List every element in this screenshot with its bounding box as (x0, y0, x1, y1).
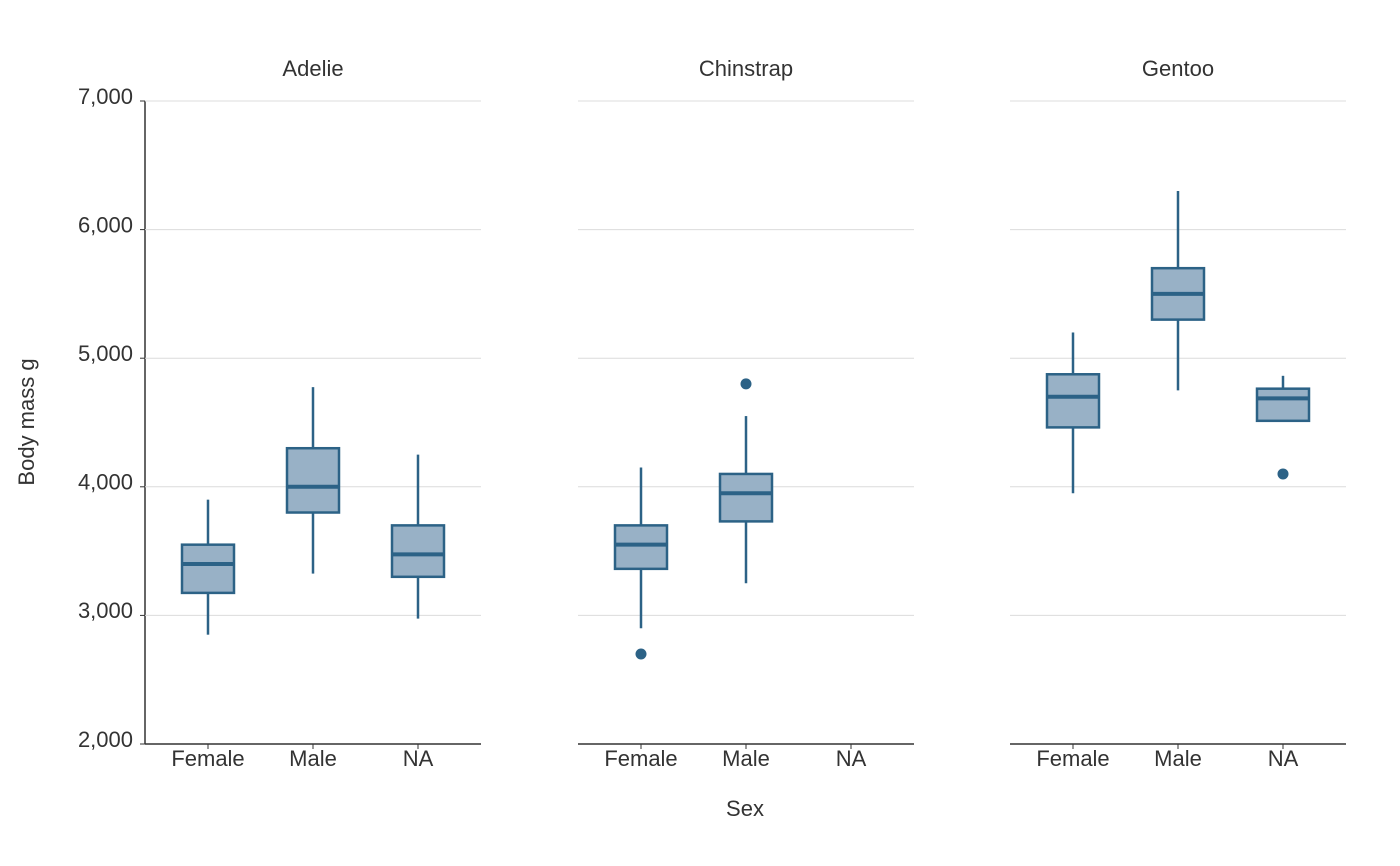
box (180, 543, 236, 595)
x-tick-label: Female (171, 746, 244, 771)
outlier (635, 648, 647, 660)
y-tick-label: 7,000 (78, 84, 133, 109)
x-tick-label: Male (722, 746, 770, 771)
x-axis-label: Sex (726, 796, 764, 821)
x-tick-label: Male (289, 746, 337, 771)
facet-title: Chinstrap (699, 56, 793, 81)
outlier (1277, 468, 1289, 480)
y-tick-label: 2,000 (78, 727, 133, 752)
x-tick-label: Male (1154, 746, 1202, 771)
box (390, 524, 446, 579)
x-tick-label: Female (1036, 746, 1109, 771)
y-tick-label: 6,000 (78, 212, 133, 237)
x-tick-label: NA (403, 746, 434, 771)
outlier (740, 378, 752, 390)
box (1255, 387, 1311, 423)
box (285, 446, 341, 514)
x-tick-label: NA (1268, 746, 1299, 771)
y-tick-label: 4,000 (78, 470, 133, 495)
y-tick-label: 5,000 (78, 341, 133, 366)
facet-title: Adelie (282, 56, 343, 81)
facet-title: Gentoo (1142, 56, 1214, 81)
y-tick-label: 3,000 (78, 598, 133, 623)
box (613, 524, 669, 571)
x-tick-label: Female (604, 746, 677, 771)
box (718, 472, 774, 523)
box (1045, 373, 1101, 429)
x-tick-label: NA (836, 746, 867, 771)
y-axis-label: Body mass g (14, 358, 39, 485)
